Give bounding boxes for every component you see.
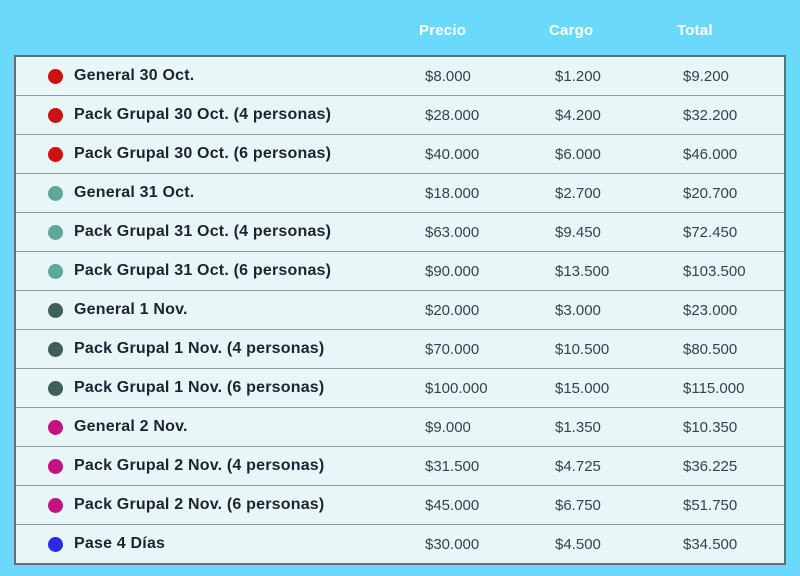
ticket-name: Pack Grupal 1 Nov. (4 personas) xyxy=(74,340,325,357)
ticket-name: General 2 Nov. xyxy=(74,418,188,435)
ticket-cargo: $6.750 xyxy=(555,496,601,514)
column-header-total: Total xyxy=(677,22,713,39)
ticket-precio: $20.000 xyxy=(425,301,480,319)
ticket-precio: $30.000 xyxy=(425,535,480,553)
ticket-color-dot-icon xyxy=(48,263,63,279)
table-row: Pack Grupal 31 Oct. (4 personas) $63.000… xyxy=(16,212,784,251)
ticket-name: Pack Grupal 31 Oct. (6 personas) xyxy=(74,262,332,279)
ticket-color-dot-icon xyxy=(48,146,63,162)
table-row: Pack Grupal 1 Nov. (4 personas) $70.000 … xyxy=(16,329,784,368)
ticket-color-dot-icon xyxy=(48,302,63,318)
table-row: Pack Grupal 1 Nov. (6 personas) $100.000… xyxy=(16,368,784,407)
ticket-precio: $40.000 xyxy=(425,145,480,163)
table-row: Pack Grupal 30 Oct. (4 personas) $28.000… xyxy=(16,95,784,134)
ticket-total: $20.700 xyxy=(683,184,738,202)
ticket-total: $23.000 xyxy=(683,301,738,319)
ticket-total: $32.200 xyxy=(683,106,738,124)
table-row: General 1 Nov. $20.000 $3.000 $23.000 xyxy=(16,290,784,329)
ticket-cargo: $1.350 xyxy=(555,418,601,436)
ticket-cargo: $3.000 xyxy=(555,301,601,319)
ticket-name: Pack Grupal 30 Oct. (6 personas) xyxy=(74,145,332,162)
ticket-name-cell: General 1 Nov. xyxy=(16,301,407,319)
ticket-total: $36.225 xyxy=(683,457,738,475)
table-row: General 31 Oct. $18.000 $2.700 $20.700 xyxy=(16,173,784,212)
ticket-total: $80.500 xyxy=(683,340,738,358)
ticket-color-dot-icon xyxy=(48,185,63,201)
ticket-cargo: $2.700 xyxy=(555,184,601,202)
ticket-name-cell: Pack Grupal 30 Oct. (6 personas) xyxy=(16,145,407,163)
table-row: Pack Grupal 2 Nov. (4 personas) $31.500 … xyxy=(16,446,784,485)
ticket-precio: $90.000 xyxy=(425,262,480,280)
ticket-color-dot-icon xyxy=(48,419,63,435)
ticket-cargo: $9.450 xyxy=(555,223,601,241)
ticket-cargo: $4.725 xyxy=(555,457,601,475)
ticket-precio: $31.500 xyxy=(425,457,480,475)
table-row: Pack Grupal 2 Nov. (6 personas) $45.000 … xyxy=(16,485,784,524)
ticket-color-dot-icon xyxy=(48,497,63,513)
ticket-color-dot-icon xyxy=(48,341,63,357)
ticket-color-dot-icon xyxy=(48,107,63,123)
ticket-color-dot-icon xyxy=(48,68,63,84)
ticket-cargo: $10.500 xyxy=(555,340,610,358)
ticket-total: $46.000 xyxy=(683,145,738,163)
ticket-total: $10.350 xyxy=(683,418,738,436)
ticket-name: Pase 4 Días xyxy=(74,535,166,552)
ticket-precio: $8.000 xyxy=(425,67,471,85)
ticket-name: General 31 Oct. xyxy=(74,184,195,201)
ticket-precio: $70.000 xyxy=(425,340,480,358)
table-row: Pack Grupal 30 Oct. (6 personas) $40.000… xyxy=(16,134,784,173)
ticket-total: $103.500 xyxy=(683,262,746,280)
pricing-table: General 30 Oct. $8.000 $1.200 $9.200 Pac… xyxy=(14,55,786,565)
ticket-name-cell: Pase 4 Días xyxy=(16,535,407,553)
ticket-name-cell: Pack Grupal 2 Nov. (6 personas) xyxy=(16,496,407,514)
table-row: Pase 4 Días $30.000 $4.500 $34.500 xyxy=(16,524,784,563)
ticket-total: $51.750 xyxy=(683,496,738,514)
ticket-color-dot-icon xyxy=(48,224,63,240)
ticket-total: $115.000 xyxy=(683,379,745,397)
ticket-cargo: $1.200 xyxy=(555,67,601,85)
ticket-cargo: $6.000 xyxy=(555,145,601,163)
ticket-name-cell: Pack Grupal 30 Oct. (4 personas) xyxy=(16,106,407,124)
ticket-name-cell: General 30 Oct. xyxy=(16,67,407,85)
ticket-precio: $9.000 xyxy=(425,418,471,436)
ticket-name-cell: Pack Grupal 31 Oct. (6 personas) xyxy=(16,262,407,280)
table-row: General 30 Oct. $8.000 $1.200 $9.200 xyxy=(16,57,784,95)
ticket-total: $34.500 xyxy=(683,535,738,553)
ticket-name-cell: Pack Grupal 31 Oct. (4 personas) xyxy=(16,223,407,241)
ticket-name: Pack Grupal 30 Oct. (4 personas) xyxy=(74,106,332,123)
ticket-color-dot-icon xyxy=(48,458,63,474)
ticket-name: General 1 Nov. xyxy=(74,301,188,318)
ticket-precio: $100.000 xyxy=(425,379,488,397)
ticket-color-dot-icon xyxy=(48,536,63,552)
ticket-cargo: $13.500 xyxy=(555,262,610,280)
column-header-precio: Precio xyxy=(419,22,467,39)
ticket-name-cell: Pack Grupal 1 Nov. (6 personas) xyxy=(16,379,407,397)
table-header: Precio Cargo Total xyxy=(14,22,786,39)
ticket-name-cell: General 2 Nov. xyxy=(16,418,407,436)
ticket-precio: $63.000 xyxy=(425,223,480,241)
ticket-total: $9.200 xyxy=(683,67,729,85)
ticket-precio: $18.000 xyxy=(425,184,480,202)
ticket-cargo: $4.200 xyxy=(555,106,601,124)
ticket-name-cell: Pack Grupal 2 Nov. (4 personas) xyxy=(16,457,407,475)
ticket-name: Pack Grupal 2 Nov. (4 personas) xyxy=(74,457,325,474)
ticket-cargo: $15.000 xyxy=(555,379,610,397)
table-row: Pack Grupal 31 Oct. (6 personas) $90.000… xyxy=(16,251,784,290)
table-row: General 2 Nov. $9.000 $1.350 $10.350 xyxy=(16,407,784,446)
ticket-precio: $28.000 xyxy=(425,106,480,124)
ticket-precio: $45.000 xyxy=(425,496,480,514)
ticket-total: $72.450 xyxy=(683,223,738,241)
ticket-pricing-widget: Precio Cargo Total General 30 Oct. $8.00… xyxy=(14,22,786,565)
ticket-name: Pack Grupal 2 Nov. (6 personas) xyxy=(74,496,325,513)
column-header-cargo: Cargo xyxy=(549,22,594,39)
ticket-name: Pack Grupal 31 Oct. (4 personas) xyxy=(74,223,332,240)
ticket-name: Pack Grupal 1 Nov. (6 personas) xyxy=(74,379,325,396)
ticket-cargo: $4.500 xyxy=(555,535,601,553)
ticket-name-cell: General 31 Oct. xyxy=(16,184,407,202)
ticket-name: General 30 Oct. xyxy=(74,67,195,84)
ticket-color-dot-icon xyxy=(48,380,63,396)
ticket-name-cell: Pack Grupal 1 Nov. (4 personas) xyxy=(16,340,407,358)
